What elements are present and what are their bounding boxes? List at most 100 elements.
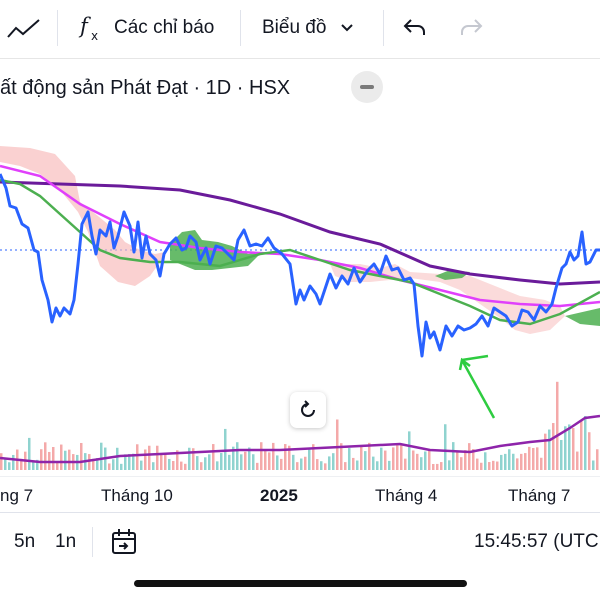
volume-bar (544, 433, 547, 470)
volume-bar (268, 452, 271, 470)
volume-bar (576, 451, 579, 470)
volume-bar (356, 460, 359, 470)
minimize-legend-button[interactable] (351, 71, 383, 103)
volume-bar (36, 459, 39, 470)
volume-bar (12, 454, 15, 470)
volume-bar (476, 458, 479, 470)
volume-bar (4, 458, 7, 470)
volume-bar (580, 419, 583, 470)
range-1y-button[interactable]: 1n (55, 531, 77, 552)
reset-chart-button[interactable] (290, 392, 326, 428)
volume-bar (308, 447, 311, 470)
bottom-bar: 5n 1n 15:45:57 (UTC (0, 512, 600, 573)
volume-bar (556, 381, 559, 470)
volume-bar (152, 462, 155, 470)
time-axis: ng 7 Tháng 10 2025 Tháng 4 Tháng 7 (0, 476, 600, 511)
time-axis-label: Tháng 4 (375, 486, 438, 505)
volume-bar (220, 453, 223, 470)
volume-bar (536, 447, 539, 470)
volume-bar (112, 459, 115, 470)
volume-bar (156, 445, 159, 470)
volume-bar (336, 419, 339, 470)
volume-bar (596, 449, 599, 470)
volume-bar (412, 450, 415, 470)
volume-bar (212, 444, 215, 470)
clock-timezone[interactable]: 15:45:57 (UTC (474, 531, 599, 552)
volume-bar (284, 444, 287, 470)
price-chart[interactable] (0, 104, 600, 476)
volume-bars (0, 381, 599, 470)
volume-bar (256, 462, 259, 470)
volume-bar (56, 462, 59, 470)
volume-bar (128, 453, 131, 470)
symbol-title[interactable]: ất động sản Phát Đạt · 1D · HSX (0, 76, 291, 99)
annotation-arrow-head (461, 354, 489, 362)
volume-bar (168, 458, 171, 470)
volume-bar (312, 444, 315, 470)
volume-bar (340, 443, 343, 470)
volume-bar (492, 460, 495, 470)
volume-bar (136, 444, 139, 470)
undo-button[interactable] (402, 0, 428, 56)
volume-bar (140, 460, 143, 470)
price-line (0, 173, 600, 358)
volume-ma-line (0, 414, 600, 464)
volume-bar (100, 442, 103, 470)
toolbar-divider (383, 10, 384, 46)
volume-bar (548, 429, 551, 470)
chart-style-button[interactable] (6, 0, 42, 56)
time-axis-label: 2025 (260, 486, 298, 505)
volume-bar (552, 423, 555, 470)
volume-bar (116, 447, 119, 470)
volume-bar (432, 463, 435, 470)
volume-bar (80, 442, 83, 470)
reset-icon (301, 400, 315, 417)
redo-button[interactable] (458, 0, 484, 56)
volume-bar (512, 453, 515, 470)
volume-bar (52, 446, 55, 470)
time-axis-label: ng 7 (0, 486, 34, 505)
volume-bar (348, 448, 351, 470)
chart-type-dropdown[interactable]: Biểu đồ (262, 0, 354, 56)
volume-bar (120, 463, 123, 470)
volume-bar (244, 451, 247, 470)
volume-bar (280, 458, 283, 470)
volume-bar (460, 457, 463, 470)
volume-bar (584, 416, 587, 470)
volume-bar (28, 437, 31, 470)
volume-bar (352, 457, 355, 470)
volume-bar (264, 449, 267, 470)
volume-bar (300, 458, 303, 470)
volume-bar (500, 454, 503, 470)
volume-bar (384, 450, 387, 470)
volume-bar (200, 462, 203, 470)
volume-bar (528, 446, 531, 470)
volume-bar (32, 461, 35, 470)
volume-bar (180, 461, 183, 470)
volume-bar (88, 454, 91, 470)
volume-bar (504, 453, 507, 470)
volume-bar (64, 450, 67, 470)
range-5y-button[interactable]: 5n (14, 531, 36, 552)
volume-bar (372, 456, 375, 470)
volume-bar (208, 454, 211, 470)
volume-bar (248, 447, 251, 470)
volume-bar (296, 462, 299, 470)
volume-bar (160, 453, 163, 470)
volume-bar (444, 424, 447, 470)
volume-bar (20, 458, 23, 470)
volume-bar (144, 449, 147, 470)
toolbar-divider (57, 10, 58, 46)
volume-bar (488, 462, 491, 470)
goto-date-button[interactable] (110, 528, 140, 561)
volume-bar (344, 462, 347, 470)
bottom-divider (92, 527, 93, 557)
volume-bar (176, 450, 179, 470)
volume-bar (304, 456, 307, 470)
chart-type-label: Biểu đồ (262, 17, 327, 38)
indicators-button[interactable]: f x Các chỉ báo (78, 0, 214, 56)
home-indicator (134, 580, 467, 587)
volume-bar (240, 454, 243, 470)
volume-bar (588, 432, 591, 470)
volume-bar (224, 428, 227, 470)
